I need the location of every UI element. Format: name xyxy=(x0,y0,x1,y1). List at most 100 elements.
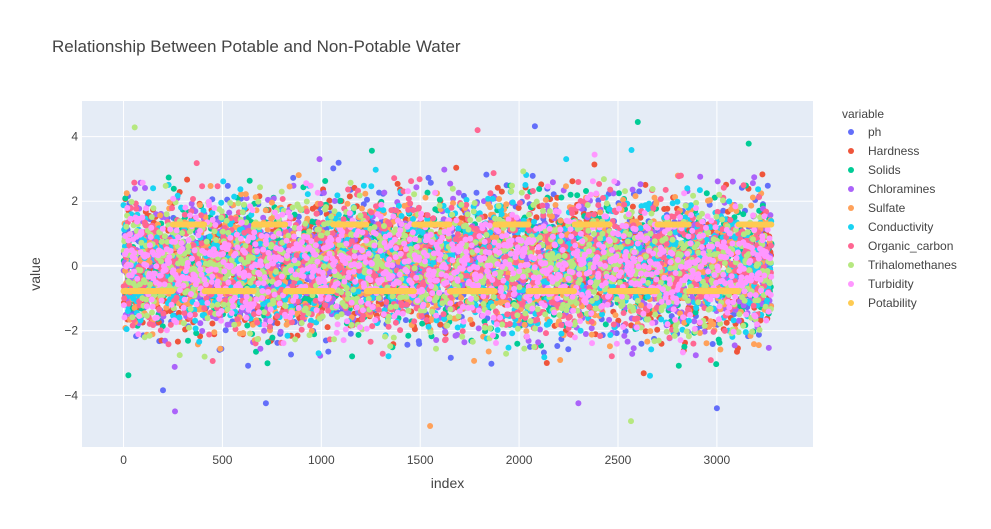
data-point xyxy=(691,318,698,325)
data-point xyxy=(473,189,480,196)
data-point xyxy=(160,387,166,394)
data-point xyxy=(355,331,362,338)
data-point xyxy=(615,317,622,324)
data-point xyxy=(764,182,771,189)
data-point xyxy=(325,348,332,355)
data-point xyxy=(264,360,271,367)
data-point xyxy=(320,189,327,196)
data-point xyxy=(405,332,412,339)
data-point xyxy=(199,328,206,334)
data-point xyxy=(295,172,302,179)
data-point xyxy=(184,176,191,183)
data-point xyxy=(322,178,329,184)
data-point xyxy=(368,147,375,154)
data-point xyxy=(394,180,401,187)
data-point xyxy=(500,330,507,337)
data-point xyxy=(713,361,720,368)
data-point xyxy=(288,351,294,358)
data-point xyxy=(437,321,444,328)
data-point xyxy=(274,320,281,327)
data-point xyxy=(529,172,536,179)
data-point xyxy=(642,328,649,335)
data-point xyxy=(419,320,426,327)
data-point xyxy=(277,328,284,335)
data-point xyxy=(132,185,138,192)
data-point xyxy=(595,197,602,204)
data-point xyxy=(654,326,661,333)
data-point xyxy=(226,209,233,216)
data-point xyxy=(621,332,628,339)
data-point xyxy=(467,316,474,323)
data-point xyxy=(540,349,547,356)
data-point xyxy=(751,174,758,181)
data-point xyxy=(613,330,620,337)
data-point xyxy=(326,197,333,204)
data-point xyxy=(681,343,688,350)
data-point xyxy=(453,164,460,171)
data-point xyxy=(759,171,766,178)
data-point xyxy=(269,334,276,341)
data-point xyxy=(176,309,182,316)
data-point xyxy=(697,173,704,180)
data-point xyxy=(427,179,434,186)
data-point xyxy=(174,338,181,345)
data-point xyxy=(413,184,420,191)
data-point xyxy=(765,344,772,351)
data-point xyxy=(324,324,331,331)
data-point xyxy=(245,362,252,369)
data-point xyxy=(211,329,218,336)
data-point xyxy=(471,357,478,364)
data-point xyxy=(170,185,177,192)
data-point xyxy=(224,182,231,189)
data-point xyxy=(703,190,710,197)
data-point xyxy=(209,320,216,327)
data-point xyxy=(261,327,268,334)
data-point xyxy=(242,191,249,198)
data-point xyxy=(447,354,454,361)
data-point xyxy=(424,189,431,196)
data-point xyxy=(709,341,716,347)
data-point xyxy=(265,339,272,346)
data-point xyxy=(636,188,643,195)
data-point xyxy=(330,165,337,172)
data-point xyxy=(461,339,468,346)
data-point xyxy=(536,186,543,192)
data-point xyxy=(537,326,543,333)
data-point xyxy=(404,341,411,348)
data-point xyxy=(447,180,454,187)
data-point xyxy=(346,193,353,200)
data-point xyxy=(362,190,369,197)
data-point xyxy=(425,174,432,181)
data-point xyxy=(303,295,310,302)
data-point xyxy=(494,184,501,191)
data-point xyxy=(165,174,172,181)
data-point xyxy=(240,330,247,336)
data-point xyxy=(433,337,440,343)
data-point xyxy=(123,190,130,197)
data-point xyxy=(171,363,178,370)
data-point xyxy=(624,338,631,345)
data-point xyxy=(629,350,636,357)
data-point xyxy=(569,178,576,185)
data-point xyxy=(583,188,589,194)
data-point xyxy=(381,189,388,196)
data-point xyxy=(316,156,323,163)
data-point xyxy=(637,181,644,188)
data-point xyxy=(197,320,204,327)
data-point xyxy=(638,340,645,347)
data-point xyxy=(416,340,423,347)
data-point xyxy=(637,214,644,221)
data-point xyxy=(337,197,344,204)
data-point xyxy=(246,177,253,184)
data-point xyxy=(588,325,595,332)
data-point xyxy=(142,185,148,191)
data-point xyxy=(745,140,752,147)
data-point xyxy=(606,316,613,323)
data-point xyxy=(331,198,338,204)
data-point xyxy=(735,317,742,324)
data-point xyxy=(253,348,259,355)
data-point xyxy=(642,181,649,188)
data-point xyxy=(664,205,671,212)
data-point xyxy=(716,339,723,346)
data-point xyxy=(290,174,297,181)
